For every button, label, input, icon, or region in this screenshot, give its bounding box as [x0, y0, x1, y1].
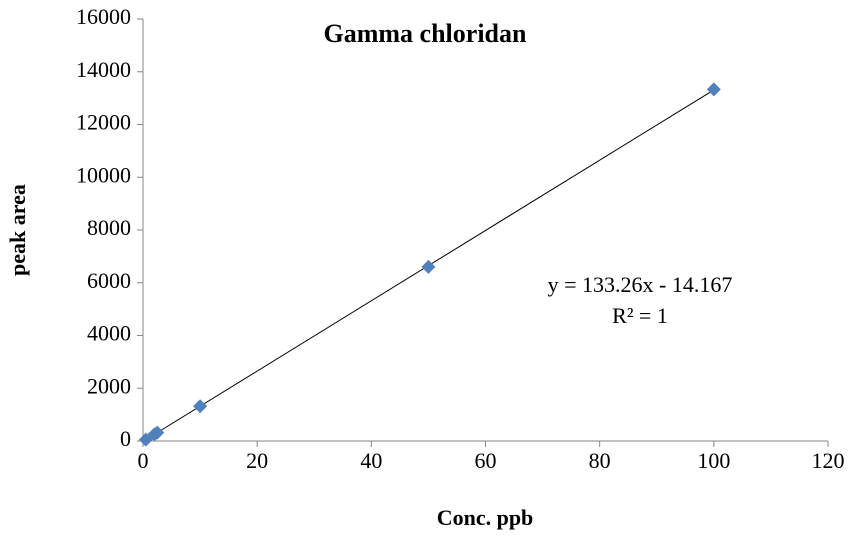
y-tick-label: 16000	[76, 4, 131, 29]
x-tick-label: 120	[812, 448, 845, 473]
y-tick-label: 0	[120, 426, 131, 451]
x-tick-label: 40	[360, 448, 382, 473]
y-tick-label: 6000	[87, 268, 131, 293]
y-tick-label: 10000	[76, 162, 131, 187]
data-point	[421, 259, 436, 274]
chart-title: Gamma chloridan	[324, 19, 527, 48]
x-tick-label: 0	[138, 448, 149, 473]
data-point	[706, 82, 721, 97]
y-tick-label: 2000	[87, 373, 131, 398]
y-tick-label: 14000	[76, 57, 131, 82]
data-point	[150, 425, 165, 440]
y-tick-label: 12000	[76, 110, 131, 135]
x-tick-label: 20	[246, 448, 268, 473]
x-tick-label: 60	[475, 448, 497, 473]
x-axis-label: Conc. ppb	[437, 505, 534, 530]
r-squared: R² = 1	[612, 303, 668, 328]
y-tick-label: 4000	[87, 321, 131, 346]
y-axis-label: peak area	[5, 184, 30, 276]
y-tick-label: 8000	[87, 215, 131, 240]
data-point	[193, 399, 208, 414]
trendline-equation: y = 133.26x - 14.167	[548, 272, 733, 297]
x-tick-label: 80	[589, 448, 611, 473]
x-tick-label: 100	[697, 448, 730, 473]
